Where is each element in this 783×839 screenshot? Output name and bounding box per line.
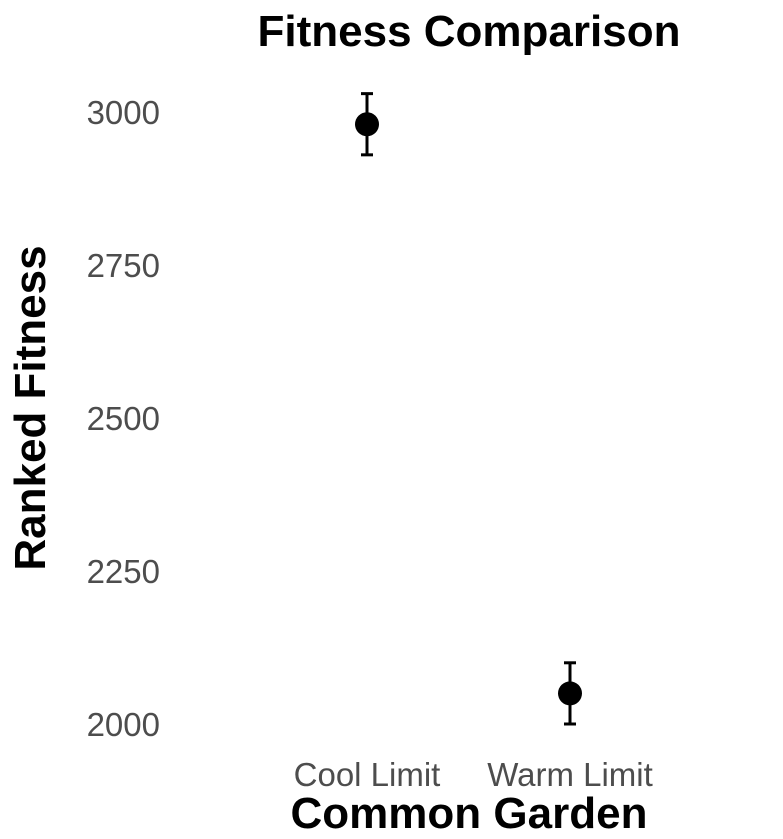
y-tick-label: 2500	[87, 400, 160, 437]
x-tick-label: Cool Limit	[294, 756, 441, 793]
y-axis-title: Ranked Fitness	[6, 245, 55, 570]
y-tick-label: 2000	[87, 706, 160, 743]
y-tick-label: 2750	[87, 247, 160, 284]
x-axis-title: Common Garden	[291, 789, 648, 838]
x-tick-label: Warm Limit	[487, 756, 653, 793]
data-point-group	[355, 92, 379, 157]
data-point	[355, 112, 379, 137]
data-point-group	[558, 661, 582, 726]
y-tick-label: 2250	[87, 553, 160, 590]
y-axis-ticks: 2000 2250 2500 2750 3000	[87, 94, 160, 743]
data-marks	[355, 92, 582, 726]
x-axis-ticks: Cool Limit Warm Limit	[294, 756, 653, 793]
chart-title: Fitness Comparison	[258, 7, 681, 56]
y-tick-label: 3000	[87, 94, 160, 131]
data-point	[558, 681, 582, 706]
